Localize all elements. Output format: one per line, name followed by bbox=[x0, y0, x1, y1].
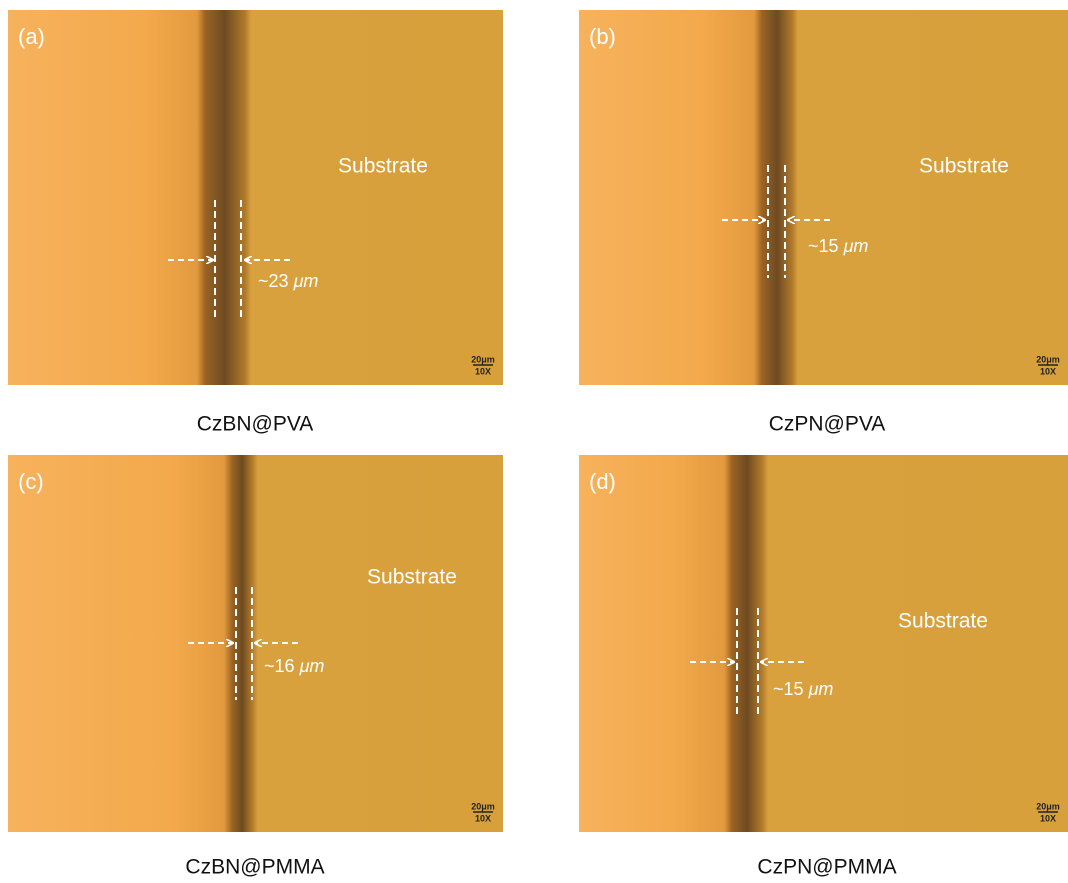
thickness-value: ~16 bbox=[264, 656, 295, 676]
thickness-value: ~15 bbox=[808, 236, 839, 256]
magnification: 10X bbox=[1040, 366, 1056, 376]
region-label: Substrate bbox=[919, 155, 1009, 178]
thickness-unit: μm bbox=[808, 679, 834, 699]
panel: (b) Substrate ~15 μm 20μm 10X bbox=[579, 10, 1068, 385]
caption: CzBN@PMMA bbox=[185, 856, 324, 879]
region-label: Substrate bbox=[898, 610, 988, 633]
thickness-label: ~15 μm bbox=[773, 679, 833, 699]
panel-label: (c) bbox=[18, 469, 44, 494]
thickness-label: ~16 μm bbox=[264, 656, 324, 676]
magnification: 10X bbox=[475, 366, 491, 376]
caption: CzBN@PVA bbox=[197, 413, 314, 436]
magnification: 10X bbox=[475, 813, 491, 823]
thickness-unit: μm bbox=[843, 236, 869, 256]
panel-label: (b) bbox=[589, 24, 616, 49]
panel: (a) Substrate ~23 μm 20μm 10X bbox=[8, 10, 503, 385]
figure: (a) Substrate ~23 μm 20μm 10X CzBN@PVA (b) Subs… bbox=[0, 0, 1068, 883]
panel-label: (a) bbox=[18, 24, 45, 49]
region-label: Substrate bbox=[367, 566, 457, 589]
panel: (c) Substrate ~16 μm 20μm 10X bbox=[8, 455, 503, 832]
magnification: 10X bbox=[1040, 813, 1056, 823]
region-label: Substrate bbox=[338, 155, 428, 178]
thickness-unit: μm bbox=[299, 656, 325, 676]
micrograph bbox=[579, 455, 1068, 832]
thickness-value: ~15 bbox=[773, 679, 804, 699]
scale-bar-label: 20μm bbox=[1036, 354, 1060, 364]
caption: CzPN@PMMA bbox=[757, 856, 896, 879]
caption: CzPN@PVA bbox=[769, 413, 886, 436]
micrograph bbox=[579, 10, 1068, 385]
scale-bar-label: 20μm bbox=[1036, 801, 1060, 811]
micrograph bbox=[8, 10, 503, 385]
scale-bar-label: 20μm bbox=[471, 801, 495, 811]
thickness-value: ~23 bbox=[258, 271, 289, 291]
scale-bar-label: 20μm bbox=[471, 354, 495, 364]
panel-label: (d) bbox=[589, 469, 616, 494]
thickness-label: ~15 μm bbox=[808, 236, 868, 256]
thickness-unit: μm bbox=[293, 271, 319, 291]
panel: (d) Substrate ~15 μm 20μm 10X bbox=[579, 455, 1068, 832]
thickness-label: ~23 μm bbox=[258, 271, 318, 291]
